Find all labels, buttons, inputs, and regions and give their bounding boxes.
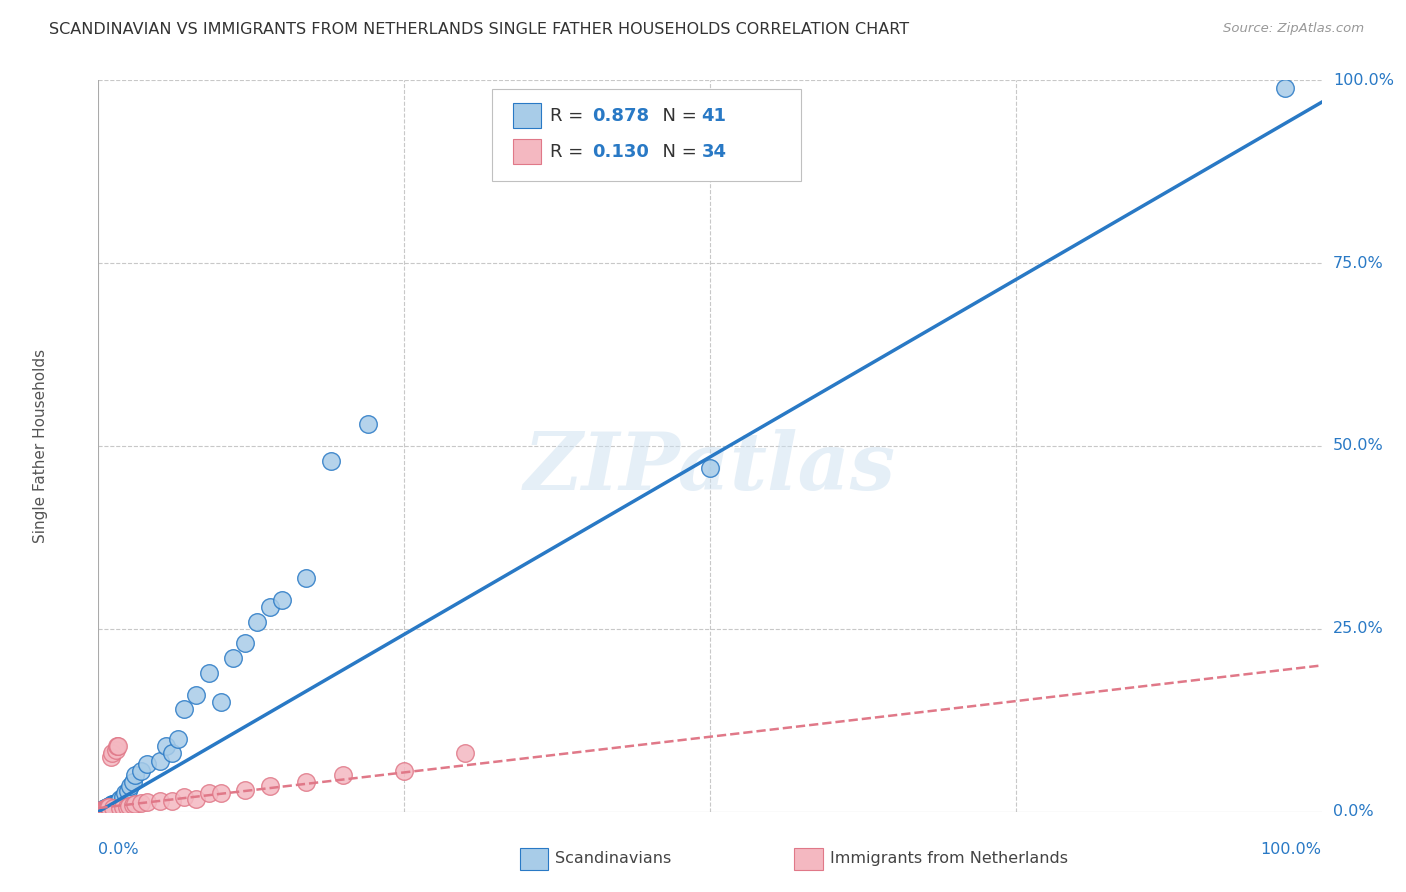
Text: N =: N = <box>651 143 703 161</box>
Point <box>101 746 124 760</box>
Point <box>197 787 219 801</box>
Text: 34: 34 <box>702 143 727 161</box>
Point <box>94 801 117 815</box>
Point <box>121 798 143 813</box>
Point <box>118 798 141 813</box>
Point <box>136 795 159 809</box>
Text: R =: R = <box>550 107 589 125</box>
Point <box>1274 80 1296 95</box>
Text: 0.0%: 0.0% <box>98 842 139 857</box>
Point <box>114 787 136 801</box>
Point <box>155 739 177 753</box>
Point <box>270 592 294 607</box>
Point <box>259 779 281 793</box>
Text: 100.0%: 100.0% <box>1261 842 1322 857</box>
Point <box>246 615 269 629</box>
Point <box>110 801 132 815</box>
Point <box>233 636 256 650</box>
Point <box>97 799 120 814</box>
Point <box>197 665 219 680</box>
Point <box>93 801 115 815</box>
Point <box>222 651 245 665</box>
Point <box>111 800 134 814</box>
Point <box>98 799 121 814</box>
Point <box>101 801 124 815</box>
Point <box>454 746 477 760</box>
Point <box>186 688 208 702</box>
Point <box>96 801 118 815</box>
Point <box>392 764 416 779</box>
Point <box>100 749 122 764</box>
Text: 41: 41 <box>702 107 727 125</box>
Point <box>136 757 159 772</box>
Point <box>91 803 114 817</box>
Point <box>173 702 195 716</box>
Point <box>332 768 354 782</box>
Point <box>149 794 172 808</box>
Point <box>259 599 281 614</box>
Point <box>149 754 172 768</box>
Point <box>129 764 152 779</box>
Point <box>209 695 232 709</box>
Point <box>117 784 139 798</box>
Point <box>97 800 120 814</box>
Point <box>121 775 143 789</box>
Point <box>699 461 721 475</box>
Text: Scandinavians: Scandinavians <box>555 851 672 865</box>
Text: Source: ZipAtlas.com: Source: ZipAtlas.com <box>1223 22 1364 36</box>
Point <box>105 739 128 753</box>
Point <box>160 746 183 760</box>
Point <box>129 796 152 810</box>
Point <box>107 795 129 809</box>
Point <box>173 790 195 805</box>
Point <box>209 787 232 801</box>
Text: 50.0%: 50.0% <box>1333 439 1384 453</box>
Point <box>233 782 256 797</box>
Point <box>100 798 122 813</box>
Point <box>93 802 115 816</box>
Point <box>91 803 114 817</box>
Text: Single Father Households: Single Father Households <box>32 349 48 543</box>
Point <box>111 790 134 805</box>
Point <box>356 417 378 431</box>
Text: ZIPatlas: ZIPatlas <box>524 429 896 507</box>
Point <box>110 791 132 805</box>
Point <box>160 794 183 808</box>
Point <box>101 797 124 812</box>
Point <box>105 796 128 810</box>
Text: SCANDINAVIAN VS IMMIGRANTS FROM NETHERLANDS SINGLE FATHER HOUSEHOLDS CORRELATION: SCANDINAVIAN VS IMMIGRANTS FROM NETHERLA… <box>49 22 910 37</box>
Point <box>103 797 125 811</box>
Text: 25.0%: 25.0% <box>1333 622 1384 636</box>
Point <box>94 801 117 815</box>
Point <box>295 571 318 585</box>
Text: Immigrants from Netherlands: Immigrants from Netherlands <box>830 851 1067 865</box>
Point <box>107 739 129 753</box>
Text: 100.0%: 100.0% <box>1333 73 1393 87</box>
Point <box>124 768 146 782</box>
Point <box>90 803 112 817</box>
Text: N =: N = <box>651 107 703 125</box>
Point <box>96 800 118 814</box>
Text: 75.0%: 75.0% <box>1333 256 1384 270</box>
Point <box>91 802 114 816</box>
Point <box>91 803 114 817</box>
Point <box>101 797 124 812</box>
Point <box>295 775 318 789</box>
Point <box>186 791 208 805</box>
Text: R =: R = <box>550 143 589 161</box>
Point <box>108 794 131 808</box>
Text: 0.0%: 0.0% <box>1333 805 1374 819</box>
Point <box>115 799 138 814</box>
Text: 0.130: 0.130 <box>592 143 648 161</box>
Text: 0.878: 0.878 <box>592 107 650 125</box>
Point <box>319 453 342 467</box>
Point <box>104 742 127 756</box>
Point <box>124 797 146 812</box>
Point <box>98 798 121 813</box>
Point <box>120 779 142 793</box>
Point <box>167 731 190 746</box>
